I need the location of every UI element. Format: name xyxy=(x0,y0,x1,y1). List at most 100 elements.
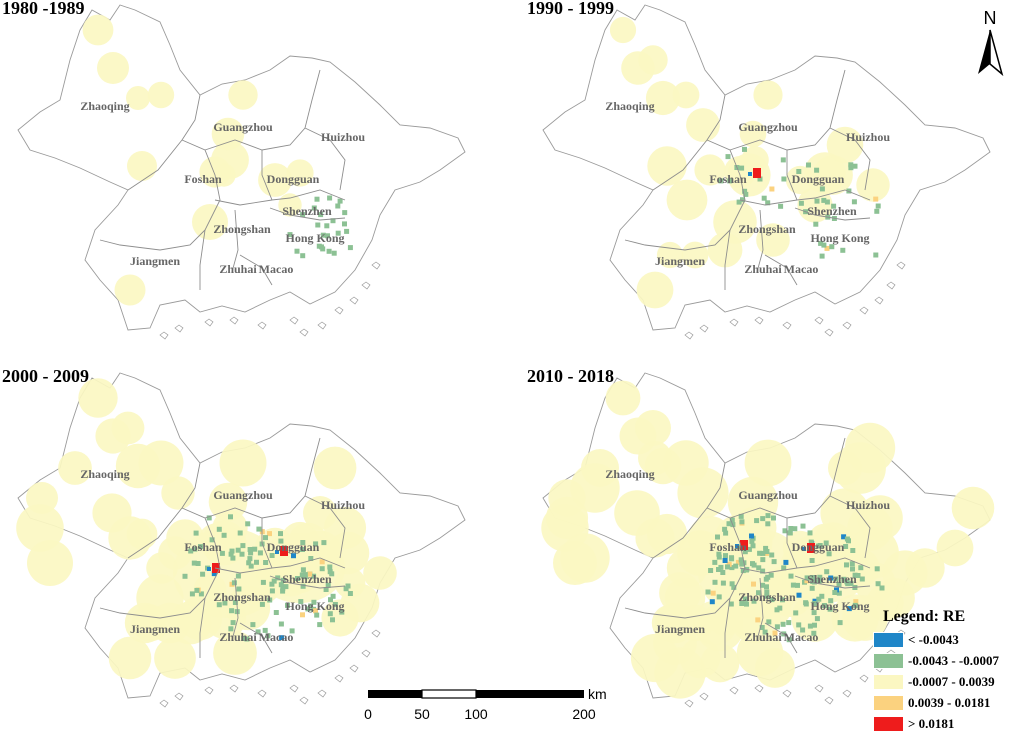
re-cell xyxy=(816,578,822,584)
re-cell xyxy=(765,574,771,580)
city-label: Guangzhou xyxy=(213,488,273,502)
island xyxy=(896,261,906,270)
island xyxy=(814,316,824,325)
re-cell xyxy=(771,515,776,521)
re-cell xyxy=(846,188,852,194)
re-cell xyxy=(792,526,798,532)
re-cell xyxy=(796,592,802,598)
island xyxy=(371,629,381,638)
re-cell xyxy=(841,534,847,540)
re-cell xyxy=(790,582,796,588)
re-cell xyxy=(727,178,733,184)
island xyxy=(754,316,764,325)
island xyxy=(317,689,327,698)
re-cell xyxy=(774,607,780,613)
re-cell xyxy=(342,221,347,227)
scale-tick: 50 xyxy=(414,706,430,722)
re-cell xyxy=(803,601,809,607)
re-patch xyxy=(97,52,129,84)
re-hotspot xyxy=(807,543,815,553)
re-cell xyxy=(744,601,749,607)
re-cell xyxy=(751,581,756,587)
admin-border xyxy=(786,518,871,569)
re-cell xyxy=(818,240,824,246)
re-cell xyxy=(873,196,879,202)
re-patch xyxy=(654,647,706,699)
re-patch xyxy=(700,643,740,683)
re-cell xyxy=(824,245,830,251)
re-cell xyxy=(255,629,261,635)
island xyxy=(299,328,309,337)
island xyxy=(257,321,267,330)
re-cell xyxy=(280,585,286,591)
re-cell xyxy=(332,602,338,607)
re-cell xyxy=(260,579,266,585)
re-cell xyxy=(294,248,300,254)
re-cell xyxy=(311,205,317,211)
admin-border xyxy=(729,69,846,151)
island xyxy=(684,699,694,708)
re-patch xyxy=(638,441,672,475)
north-arrow-icon: N xyxy=(972,6,1012,78)
re-cell xyxy=(230,555,236,561)
re-patch xyxy=(92,493,132,533)
re-cell xyxy=(344,228,350,234)
re-cell xyxy=(810,575,816,580)
re-cell xyxy=(725,154,731,160)
re-cell xyxy=(739,561,745,567)
re-cell xyxy=(821,242,827,248)
re-cell xyxy=(245,521,251,527)
re-cell xyxy=(710,590,716,596)
re-patch xyxy=(609,16,637,44)
re-patch xyxy=(656,241,684,269)
island xyxy=(699,692,709,701)
map-1980-1989: Zhaoqing Guangzhou Huizhou Foshan Dongguan Zh… xyxy=(17,4,466,340)
re-cell xyxy=(229,608,235,614)
re-cell xyxy=(819,593,825,599)
re-cell xyxy=(308,603,314,609)
re-cell xyxy=(198,591,204,597)
city-label: Shenzhen xyxy=(282,204,332,218)
re-patch xyxy=(278,193,302,217)
re-cell xyxy=(764,549,770,554)
re-cell xyxy=(327,611,333,617)
re-cell xyxy=(726,561,732,567)
admin-border xyxy=(269,575,346,589)
legend: Legend: RE < -0.0043 -0.0043 - -0.0007 -… xyxy=(873,608,1023,733)
re-patch xyxy=(756,223,790,257)
re-cell xyxy=(324,223,330,229)
city-label: Zhongshan xyxy=(738,222,796,236)
island xyxy=(859,674,869,683)
re-cell xyxy=(206,515,212,521)
re-cell xyxy=(252,546,258,552)
legend-swatch xyxy=(873,695,904,711)
re-patch xyxy=(161,476,195,510)
re-patch xyxy=(636,271,674,309)
re-patch xyxy=(228,80,258,110)
city-label: Zhuhai xyxy=(744,630,782,644)
island xyxy=(229,316,239,325)
city-label: Foshan xyxy=(184,172,222,186)
city-label: Zhaoqing xyxy=(80,99,129,113)
re-cell xyxy=(314,612,320,618)
re-cell xyxy=(845,581,851,587)
re-cell xyxy=(809,558,815,563)
re-cell xyxy=(723,530,729,536)
re-cell xyxy=(720,570,726,575)
re-cell xyxy=(819,253,825,259)
island xyxy=(317,321,327,330)
re-cell xyxy=(788,526,794,531)
city-label: Hong Kong xyxy=(810,231,869,245)
re-cell xyxy=(300,583,306,589)
re-cell xyxy=(236,586,242,592)
city-label: Guangzhou xyxy=(738,488,798,502)
map-panel-1980-1989: Zhaoqing Guangzhou Huizhou Foshan Dongguan Zh… xyxy=(0,0,500,360)
re-cell xyxy=(285,602,290,608)
admin-border xyxy=(739,567,798,574)
re-cell xyxy=(314,196,320,202)
re-cell xyxy=(193,530,199,536)
re-patch xyxy=(16,504,64,552)
re-cell xyxy=(814,198,820,204)
admin-border xyxy=(624,229,731,251)
re-cell xyxy=(305,606,311,612)
